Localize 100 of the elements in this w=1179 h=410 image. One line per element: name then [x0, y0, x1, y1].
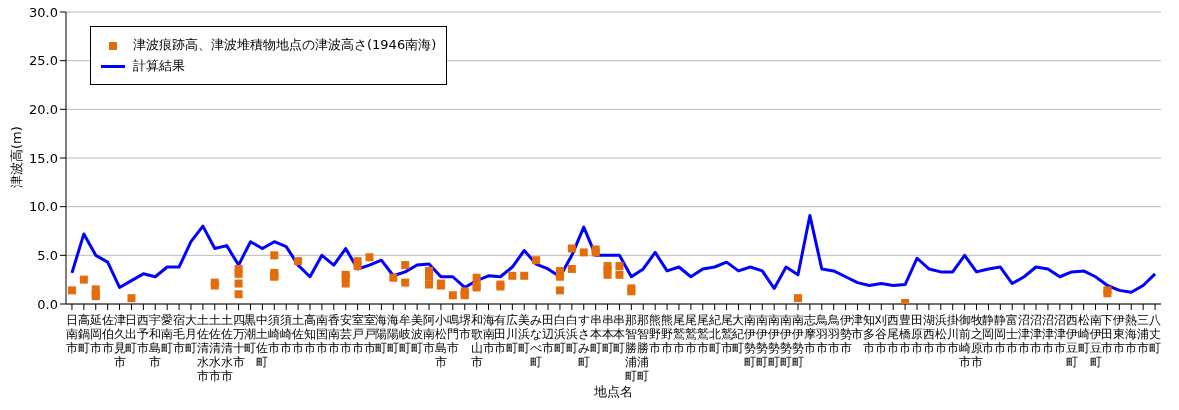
x-tick-label: 豊橋市: [899, 313, 912, 355]
y-tick-label: 10.0: [29, 199, 58, 215]
point: [579, 248, 588, 257]
x-tick-label: 土佐清水市: [208, 313, 221, 383]
x-tick-label: 志摩市: [803, 313, 816, 355]
x-tick-label: 海陽町: [375, 313, 388, 355]
y-axis-title: 津波高(m): [8, 126, 24, 188]
x-tick-label: 有田市: [494, 313, 507, 355]
x-tick-label: 三浦市: [1137, 313, 1150, 355]
point: [353, 262, 362, 271]
x-tick-label: 南伊勢町: [756, 313, 769, 369]
x-tick-label: 室戸市: [363, 313, 376, 355]
x-tick-label: 宇和島市: [149, 313, 162, 369]
point: [567, 244, 576, 253]
x-tick-label: 掛川市: [946, 313, 959, 355]
x-tick-label: 広川町: [506, 313, 519, 355]
x-tick-label: 下田市: [1101, 313, 1114, 355]
x-tick-label: 須崎市: [280, 313, 293, 355]
x-tick-label: 尾鷲市: [672, 313, 685, 355]
point: [389, 273, 398, 282]
x-tick-label: 阿南市: [423, 313, 436, 355]
x-tick-label: 黒潮町: [244, 313, 257, 355]
x-tick-label: 浜松市: [934, 313, 947, 355]
x-tick-label: 串本町: [589, 313, 602, 355]
x-tick-label: 大紀町: [732, 313, 745, 355]
x-tick-label: 尾鷲市: [696, 313, 709, 355]
x-tick-label: 津市: [851, 313, 864, 341]
x-tick-label: 那智勝浦町: [637, 313, 650, 383]
x-tick-label: 美波町: [411, 313, 424, 355]
x-tick-label: 津久見市: [113, 313, 126, 369]
point: [603, 270, 612, 279]
x-tick-label: 熊野市: [661, 313, 674, 355]
x-tick-label: 南伊勢町: [791, 313, 804, 369]
x-tick-label: 中土佐町: [256, 313, 269, 369]
point: [532, 256, 541, 265]
x-tick-label: 四万十市: [232, 313, 245, 369]
x-tick-label: 宿毛市: [173, 313, 186, 355]
x-tick-label: 南伊勢町: [744, 313, 757, 369]
x-tick-label: 高鍋町: [77, 313, 90, 355]
point: [508, 271, 517, 280]
x-tick-label: 大月町: [184, 313, 197, 355]
x-tick-label: 高知市: [303, 313, 316, 355]
x-tick-label: 南伊勢町: [768, 313, 781, 369]
point: [425, 280, 434, 289]
x-tick-label: 安芸市: [339, 313, 352, 355]
point: [67, 286, 76, 295]
x-tick-label: 美浜町: [518, 313, 531, 355]
point: [567, 264, 576, 273]
point: [79, 275, 88, 284]
x-tick-label: 南伊勢町: [780, 313, 793, 369]
point: [448, 291, 457, 300]
x-tick-label: 串本町: [601, 313, 614, 355]
x-tick-label: 湖西市: [922, 313, 935, 355]
x-tick-label: 白浜町: [553, 313, 566, 355]
point: [234, 279, 243, 288]
x-tick-label: 沼津市: [1018, 313, 1031, 355]
x-tick-label: 須崎市: [268, 313, 281, 355]
x-tick-label: 愛南町: [161, 313, 174, 355]
legend-label: 計算結果: [133, 57, 185, 75]
point: [401, 261, 410, 270]
x-tick-label: 小松島市: [434, 313, 447, 369]
x-tick-label: 富士市: [1006, 313, 1019, 355]
x-tick-label: 伊東市: [1113, 313, 1126, 355]
point: [234, 264, 243, 273]
x-tick-label: 尾鷲市: [684, 313, 697, 355]
x-tick-label: 串本町: [613, 313, 626, 355]
x-tick-label: 沼津市: [1053, 313, 1066, 355]
x-tick-label: 沼津市: [1041, 313, 1054, 355]
x-tick-label: 土佐清水市: [220, 313, 233, 383]
x-tick-label: 西予市: [137, 313, 150, 355]
x-tick-label: 田辺市: [542, 313, 555, 355]
point: [127, 294, 136, 303]
x-tick-label: みなべ町: [530, 313, 543, 369]
y-tick-label: 25.0: [29, 53, 58, 69]
point: [615, 262, 624, 271]
x-tick-label: 白浜町: [565, 313, 578, 355]
x-tick-label: 和歌山市: [470, 313, 483, 369]
x-tick-label: 知多市: [863, 313, 876, 355]
x-tick-label: 鳥羽市: [814, 313, 828, 355]
point: [520, 271, 529, 280]
point: [401, 278, 410, 287]
point: [91, 285, 100, 294]
point: [615, 270, 624, 279]
x-tick-label: 御前崎市: [958, 313, 971, 369]
point: [341, 279, 350, 288]
x-tick-label: 熊野市: [649, 313, 662, 355]
x-tick-label: 沼津市: [1030, 313, 1043, 355]
x-axis-title: 地点名: [593, 384, 633, 399]
x-tick-label: 八丈町: [1149, 313, 1162, 355]
x-tick-label: 西尾市: [887, 313, 900, 355]
point: [234, 290, 243, 299]
x-tick-label: 鳴門市: [446, 313, 459, 355]
x-tick-label: 牟岐町: [399, 313, 412, 355]
x-tick-label: 南伊豆町: [1089, 313, 1102, 369]
x-tick-label: 田原市: [911, 313, 924, 355]
x-tick-label: 香南市: [327, 313, 340, 355]
x-tick-label: 土佐清水市: [196, 313, 209, 383]
x-tick-label: 刈谷市: [874, 313, 888, 355]
x-tick-label: 佐伯市: [100, 313, 114, 355]
x-tick-label: 伊勢市: [839, 313, 852, 355]
